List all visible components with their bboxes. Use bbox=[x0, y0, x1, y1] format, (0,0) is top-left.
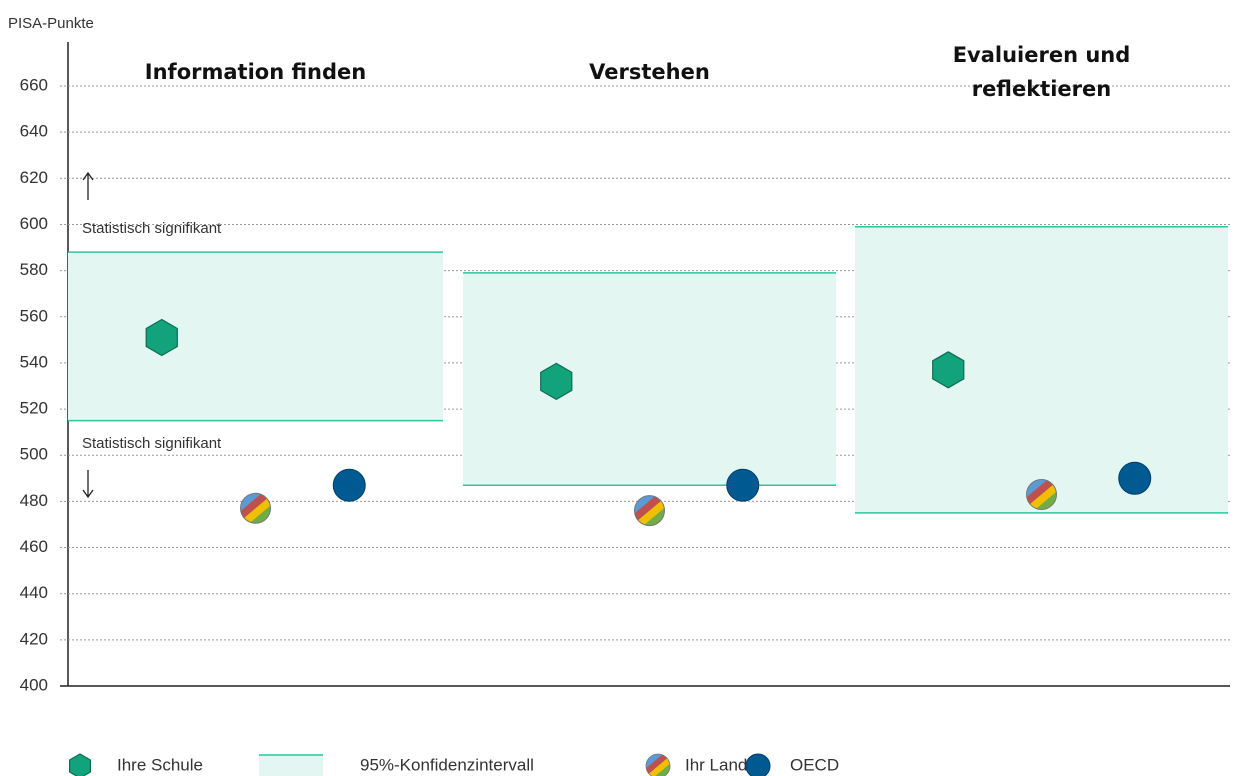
y-tick-label: 500 bbox=[20, 445, 48, 464]
y-tick-label: 520 bbox=[20, 399, 48, 418]
y-tick-label: 660 bbox=[20, 75, 48, 94]
y-tick-label: 540 bbox=[20, 352, 48, 371]
confidence-interval bbox=[855, 226, 1228, 513]
oecd-marker bbox=[332, 468, 366, 502]
y-tick-label: 480 bbox=[20, 491, 48, 510]
y-tick-label: 400 bbox=[20, 675, 48, 694]
annotation: Statistisch signifikant bbox=[82, 220, 222, 237]
legend-marker bbox=[68, 753, 92, 776]
legend-label: Ihre Schule bbox=[117, 755, 203, 774]
oecd-marker bbox=[726, 468, 760, 502]
country-marker bbox=[1020, 473, 1063, 516]
y-tick-label: 420 bbox=[20, 629, 48, 648]
stripe bbox=[648, 757, 672, 776]
y-tick-label: 600 bbox=[20, 214, 48, 233]
legend-swatch bbox=[259, 754, 323, 776]
y-tick-label: 460 bbox=[20, 537, 48, 556]
marker-outline bbox=[634, 495, 665, 527]
marker-outline bbox=[1026, 478, 1057, 510]
stripe bbox=[1024, 478, 1055, 506]
y-tick-label: 580 bbox=[20, 260, 48, 279]
country-marker bbox=[234, 487, 277, 530]
legend: Ihre Schule 95%-Konfidenzintervall Ihr Lan… bbox=[68, 749, 839, 776]
stripe bbox=[1029, 484, 1059, 511]
legend-marker bbox=[641, 749, 675, 776]
country-marker bbox=[628, 489, 671, 532]
stripe bbox=[644, 753, 669, 775]
legend-label: 95%-Konfidenzintervall bbox=[360, 755, 534, 774]
school-marker bbox=[145, 318, 178, 357]
panel-title: Evaluieren und reflektieren bbox=[952, 43, 1131, 101]
confidence-interval bbox=[68, 252, 443, 421]
y-tick-label: 560 bbox=[20, 306, 48, 325]
stripe bbox=[637, 500, 667, 528]
y-tick-label: 440 bbox=[20, 583, 48, 602]
y-axis-label: PISA-Punkte bbox=[8, 15, 94, 32]
oecd-marker bbox=[1118, 461, 1152, 495]
stripe bbox=[238, 492, 269, 519]
panel-title: Information finden bbox=[144, 60, 367, 84]
legend-label: Ihr Land bbox=[685, 755, 747, 774]
stripe bbox=[243, 498, 273, 525]
panel-title: Verstehen bbox=[589, 60, 710, 84]
confidence-interval bbox=[463, 272, 836, 486]
marker-stripes bbox=[641, 749, 675, 776]
plot bbox=[68, 226, 1228, 532]
marker-outline bbox=[240, 492, 271, 524]
school-marker bbox=[540, 362, 573, 400]
stripe bbox=[632, 494, 663, 522]
legend-marker bbox=[745, 753, 771, 776]
school-marker bbox=[932, 351, 965, 389]
y-tick-label: 620 bbox=[20, 168, 48, 187]
annotation: Statistisch signifikant bbox=[82, 435, 222, 452]
arrows bbox=[82, 171, 94, 499]
legend-label: OECD bbox=[790, 755, 839, 774]
y-tick-label: 640 bbox=[20, 122, 48, 141]
marker-outline bbox=[645, 753, 671, 776]
